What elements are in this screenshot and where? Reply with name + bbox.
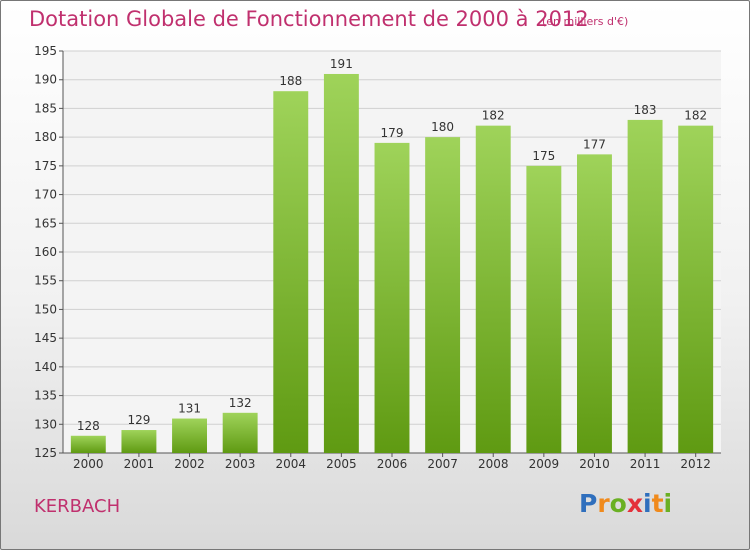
y-tick-label: 170 [34,188,57,202]
bar-value-label: 188 [279,74,302,88]
y-tick-label: 145 [34,331,57,345]
bar [526,165,562,453]
x-tick-label: 2003 [225,457,256,471]
bar-value-label: 131 [178,402,201,416]
bar [678,125,714,454]
y-tick-label: 185 [34,101,57,115]
bar [273,91,309,453]
y-tick-label: 130 [34,417,57,431]
y-tick-label: 165 [34,216,57,230]
y-tick-label: 155 [34,274,57,288]
x-tick-label: 2000 [73,457,104,471]
y-tick-label: 175 [34,159,57,173]
bar-value-label: 175 [532,149,555,163]
bar-value-label: 128 [77,419,100,433]
bar-value-label: 179 [381,126,404,140]
bar [172,418,208,453]
logo-letter: t [651,489,664,518]
x-tick-label: 2012 [680,457,711,471]
y-tick-label: 140 [34,360,57,374]
bar-value-label: 129 [127,413,150,427]
chart-title: Dotation Globale de Fonctionnement de 20… [29,7,589,31]
x-tick-label: 2009 [529,457,560,471]
x-tick-label: 2007 [427,457,458,471]
x-tick-label: 2008 [478,457,509,471]
logo-letter: o [609,489,627,518]
bar [70,435,106,453]
bar-value-label: 177 [583,137,606,151]
logo-letter: i [643,489,652,518]
bar [121,430,157,453]
x-tick-label: 2010 [579,457,610,471]
x-tick-label: 2005 [326,457,357,471]
x-tick-label: 2001 [124,457,155,471]
y-tick-label: 180 [34,130,57,144]
bar-value-label: 182 [482,109,505,123]
logo-letter: x [626,489,643,518]
bar [374,142,410,453]
x-tick-label: 2006 [377,457,408,471]
logo-letter: r [597,489,610,518]
bar [576,154,612,453]
x-tick-label: 2011 [630,457,661,471]
bar [627,119,663,454]
bar [222,412,258,453]
proxiti-logo[interactable]: Proxiti [579,489,672,518]
bar-value-label: 191 [330,57,353,71]
chart-units: (en milliers d'€) [542,15,629,28]
y-tick-label: 190 [34,73,57,87]
y-tick-label: 135 [34,389,57,403]
bar [323,73,359,453]
logo-letter: i [663,489,673,518]
x-tick-label: 2002 [174,457,205,471]
bar-value-label: 132 [229,396,252,410]
commune-name: KERBACH [34,496,121,517]
bar-value-label: 182 [684,109,707,123]
bar-value-label: 180 [431,120,454,134]
y-tick-label: 195 [34,44,57,58]
bar-value-label: 183 [634,103,657,117]
bar [425,137,461,453]
x-tick-label: 2004 [275,457,306,471]
bar [475,125,511,454]
y-tick-label: 160 [34,245,57,259]
logo-letter: P [579,489,598,518]
y-tick-label: 150 [34,302,57,316]
y-tick-label: 125 [34,446,57,460]
